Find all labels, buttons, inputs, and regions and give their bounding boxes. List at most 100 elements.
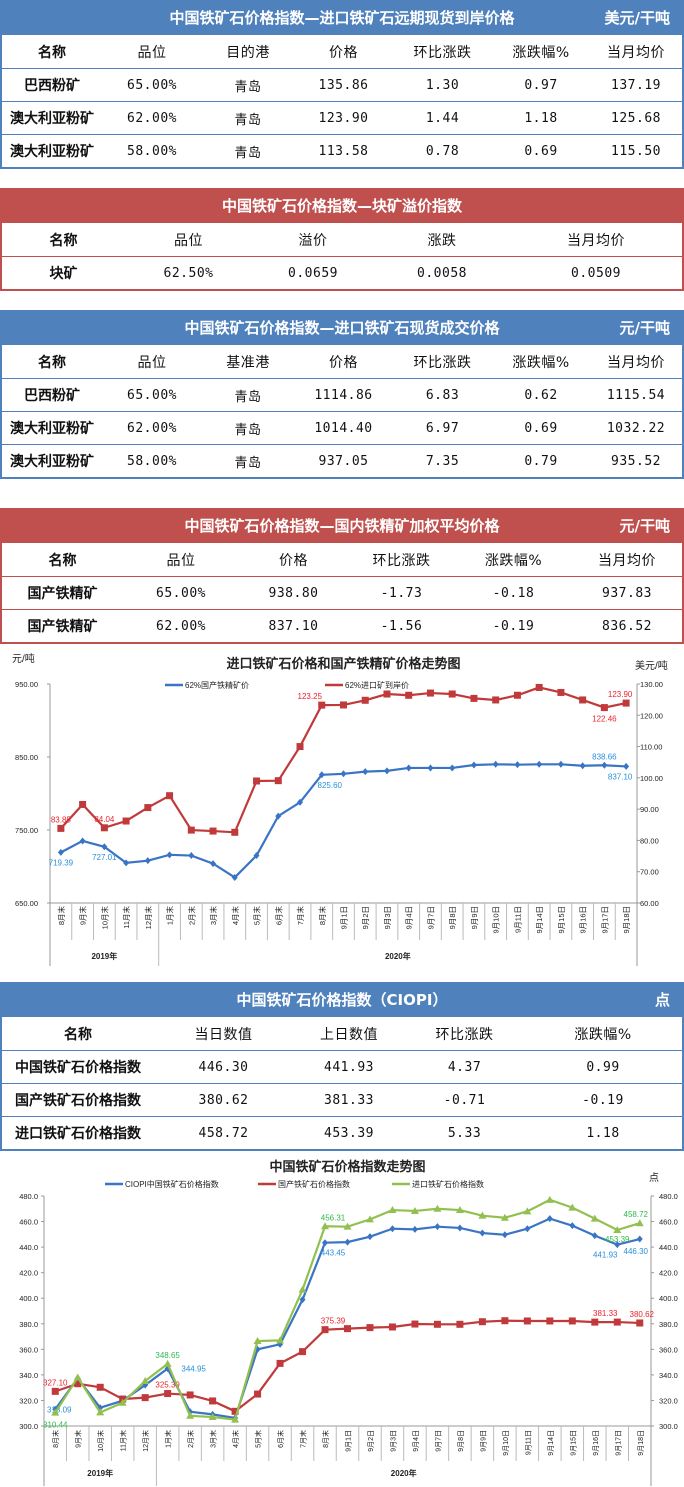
data-point [427, 764, 434, 772]
legend-label: 国产铁矿石价格指数 [278, 1179, 350, 1189]
table-cell: 6.97 [425, 420, 460, 436]
data-point [141, 1394, 149, 1402]
column-header: 环比涨跌 [372, 552, 431, 569]
right-tick-label: 460.0 [659, 1218, 678, 1227]
table-cell: 0.97 [524, 77, 558, 93]
column-header: 环比涨跌 [413, 354, 472, 371]
table-cell: 巴西粉矿 [24, 78, 80, 94]
data-label: 441.93 [593, 1251, 618, 1260]
category-label: 9月15日 [569, 1430, 577, 1456]
data-point [188, 852, 195, 860]
data-point [411, 1320, 419, 1328]
right-tick-label: 480.0 [659, 1192, 678, 1201]
data-point [231, 828, 239, 836]
data-label: 381.33 [593, 1309, 618, 1318]
data-label: 348.65 [155, 1351, 180, 1360]
unit-label: 元/干吨 [619, 319, 670, 337]
category-label: 3月末 [208, 906, 218, 926]
left-tick-label: 460.0 [19, 1218, 38, 1227]
data-label: 719.39 [49, 858, 74, 867]
table-cell: 块矿 [49, 266, 78, 282]
data-point [231, 873, 238, 881]
table-cell: 113.58 [318, 143, 369, 159]
data-point [164, 1390, 172, 1398]
data-point [500, 1213, 509, 1221]
data-point [144, 857, 151, 865]
left-axis-unit: 元/吨 [12, 652, 35, 665]
category-label: 1月末 [164, 1430, 173, 1448]
table-cell: 58.00% [127, 143, 177, 159]
right-tick-label: 120.00 [640, 711, 663, 720]
data-point [546, 1215, 553, 1223]
data-label: 310.44 [43, 1421, 68, 1430]
category-label: 9月末 [78, 906, 88, 926]
data-point [591, 1232, 598, 1240]
category-label: 9月3日 [389, 1430, 397, 1452]
left-tick-label: 650.00 [15, 899, 38, 908]
right-tick-label: 420.0 [659, 1269, 678, 1278]
data-point [613, 1318, 621, 1326]
data-point [318, 771, 325, 779]
data-point [141, 1377, 150, 1385]
table-cell: 0.62 [524, 387, 558, 403]
data-label: 375.39 [321, 1317, 346, 1326]
right-axis-unit: 美元/吨 [635, 659, 668, 672]
data-point [298, 1285, 307, 1293]
right-tick-label: 440.0 [659, 1243, 678, 1252]
data-point [433, 1320, 441, 1328]
table-cell: 62.50% [163, 265, 214, 281]
column-header: 品位 [174, 232, 203, 249]
table-cell: 0.79 [524, 453, 558, 469]
data-point [277, 1340, 284, 1348]
category-label: 9月2日 [367, 1430, 375, 1452]
data-point [343, 1222, 352, 1230]
column-header: 基准港 [226, 354, 270, 371]
table-cell: 进口铁矿石价格指数 [15, 1126, 141, 1142]
table-row: 巴西粉矿 65.00% 青岛 135.86 1.30 0.97 137.19 [2, 68, 682, 101]
data-point [524, 1225, 531, 1233]
data-point [600, 704, 608, 712]
table-cell: 65.00% [156, 585, 206, 601]
data-label: 83.85 [51, 815, 72, 824]
data-point [366, 1324, 374, 1332]
category-label: 7月末 [299, 1430, 308, 1448]
table-cell: 836.52 [602, 618, 652, 634]
right-tick-label: 60.00 [640, 899, 659, 908]
table-cell: 4.37 [447, 1059, 482, 1075]
data-point [470, 694, 478, 702]
category-label: 3月末 [209, 1430, 218, 1448]
data-point [405, 691, 413, 699]
table-cell: 938.80 [268, 585, 319, 601]
data-point [636, 1235, 643, 1243]
data-point [614, 1241, 621, 1249]
data-point [448, 690, 456, 698]
data-point [186, 1411, 195, 1419]
category-label: 5月末 [252, 906, 262, 926]
table-cell: 1115.54 [606, 387, 666, 403]
table-cell: 1014.40 [314, 420, 373, 436]
data-point [568, 1203, 577, 1211]
table-cell: 5.33 [447, 1125, 482, 1141]
table-cell: 62.00% [156, 618, 206, 634]
left-tick-label: 950.00 [15, 680, 38, 689]
data-point [513, 691, 521, 699]
table-cell: 青岛 [234, 389, 262, 405]
right-tick-label: 300.0 [659, 1422, 678, 1431]
left-tick-label: 400.0 [19, 1294, 38, 1303]
table-row: 中国铁矿石价格指数 446.30 441.93 4.37 0.99 [2, 1050, 682, 1083]
right-tick-label: 130.00 [640, 680, 663, 689]
data-point [410, 1206, 419, 1214]
data-point [276, 1336, 285, 1344]
data-point [297, 798, 304, 806]
category-label: 9月8日 [457, 1430, 465, 1452]
table-cell: 澳大利亚粉矿 [10, 454, 94, 470]
category-label: 9月17日 [614, 1430, 622, 1456]
spot-transaction-price-table: 中国铁矿石价格指数—进口铁矿石现货成交价格 元/干吨 名称 品位 基准港 价格 环比涨跌 涨跌… [0, 310, 684, 479]
data-point [557, 760, 564, 768]
data-point [568, 1317, 576, 1325]
right-tick-label: 400.0 [659, 1294, 678, 1303]
table-cell: 1114.86 [314, 387, 373, 403]
left-tick-label: 340.0 [19, 1371, 38, 1380]
table-title: 中国铁矿石价格指数—国内铁精矿加权平均价格 [184, 517, 500, 535]
